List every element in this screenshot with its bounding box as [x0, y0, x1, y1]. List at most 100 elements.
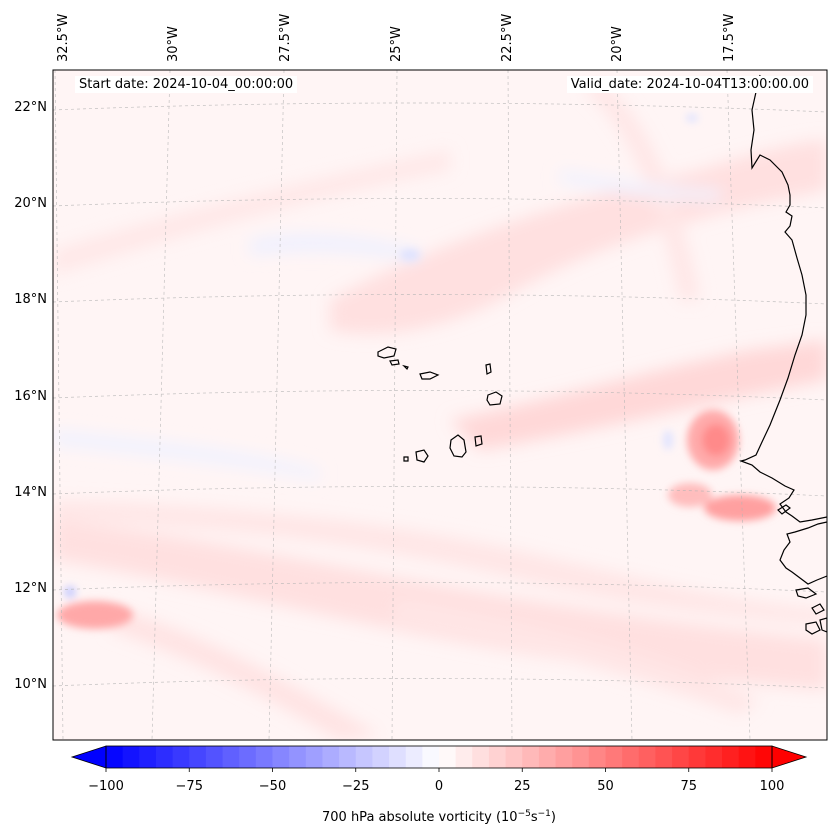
colorbar-label: 700 hPa absolute vorticity (10−5s−1) [322, 809, 556, 825]
colorbar-cell [672, 746, 690, 768]
island-santo-antao [377, 346, 397, 359]
colorbar-cell [622, 746, 640, 768]
colorbar-cell [588, 746, 606, 768]
colorbar-cell [189, 746, 207, 768]
lon-label: 17.5°W [722, 14, 737, 62]
lat-label: 12°N [14, 581, 47, 596]
colorbar-tick-label: 100 [760, 779, 785, 794]
lon-label: 25°W [389, 26, 404, 62]
island-fogo [415, 449, 429, 463]
coast-bijagos-1 [795, 587, 818, 599]
colorbar-tick-labels: −100 −75 −50 −25 0 25 50 75 100 [88, 779, 784, 794]
colorbar-cell [472, 746, 490, 768]
meridian-27-5w [268, 70, 285, 740]
lat-label: 18°N [14, 292, 47, 307]
colorbar-cell [272, 746, 290, 768]
lon-label: 27.5°W [278, 14, 293, 62]
colorbar-cell [322, 746, 340, 768]
parallel-16n [53, 390, 827, 401]
lat-label: 16°N [14, 389, 47, 404]
coast-dakar [777, 504, 791, 515]
colorbar-cell [405, 746, 423, 768]
colorbar-cell [722, 746, 740, 768]
colorbar-cell [155, 746, 174, 768]
colorbar-cell [755, 746, 773, 768]
colorbar-cell [572, 746, 590, 768]
colorbar-cell [106, 746, 124, 768]
african-coastline [738, 74, 827, 635]
lon-label: 20°W [610, 26, 625, 62]
colorbar-cell [239, 746, 257, 768]
parallel-20n [53, 198, 827, 209]
meridian-20w [616, 70, 633, 740]
parallel-14n [53, 486, 827, 497]
colorbar-tick-label: 0 [435, 779, 443, 794]
island-boa-vista [486, 391, 503, 406]
colorbar-cell [505, 746, 523, 768]
island-sao-vicente [389, 359, 400, 366]
colorbar-cell [139, 746, 157, 768]
parallel-18n [53, 294, 827, 305]
latitude-labels: 22°N 20°N 18°N 16°N 14°N 12°N 10°N [14, 100, 47, 692]
parallel-12n [53, 582, 827, 593]
colorbar-cell [205, 746, 224, 768]
colorbar-cell [289, 746, 307, 768]
island-santa-luzia [402, 364, 409, 371]
meridian-25w [391, 70, 398, 740]
colorbar-cell [389, 746, 407, 768]
lat-label: 10°N [14, 677, 47, 692]
colorbar-cell [688, 746, 706, 768]
lon-label: 30°W [166, 26, 181, 62]
colorbar-cell [638, 746, 656, 768]
colorbar-tick-label: 50 [597, 779, 614, 794]
colorbar-cells [106, 746, 773, 768]
colorbar-cell [172, 746, 190, 768]
colorbar-cell [655, 746, 673, 768]
colorbar-extend-max [771, 745, 808, 769]
island-santiago [449, 434, 467, 458]
lat-label: 22°N [14, 100, 47, 115]
colorbar-cell [255, 746, 273, 768]
parallel-22n [53, 102, 827, 113]
map-frame [52, 69, 828, 741]
coast-mauritania-senegal [738, 74, 827, 523]
meridian-30w [151, 70, 171, 740]
colorbar-cell [439, 746, 457, 768]
colorbar-tick-label: −50 [259, 779, 286, 794]
colorbar-cell [355, 746, 373, 768]
parallel-10n [53, 678, 827, 689]
map-panel [53, 70, 827, 740]
colorbar-cell [605, 746, 623, 768]
colorbar-cell [222, 746, 240, 768]
colorbar-cell [555, 746, 573, 768]
vorticity-field [53, 80, 827, 740]
colorbar: −100 −75 −50 −25 0 25 50 75 100 700 hPa … [70, 745, 808, 825]
coast-bijagos-3 [805, 621, 821, 635]
coast-bijagos-2 [811, 603, 825, 615]
cape-verde-islands [377, 346, 503, 463]
colorbar-tick-label: 25 [514, 779, 531, 794]
graticule [53, 70, 827, 740]
colorbar-cell [422, 746, 440, 768]
lat-label: 14°N [14, 485, 47, 500]
start-date-label: Start date: 2024-10-04_00:00:00 [75, 76, 298, 93]
lon-label: 32.5°W [56, 14, 71, 62]
colorbar-tick-label: −75 [176, 779, 203, 794]
colorbar-cell [122, 746, 140, 768]
colorbar-extend-min [70, 745, 107, 769]
colorbar-ticks [105, 768, 773, 772]
island-brava [403, 456, 409, 462]
colorbar-cell [522, 746, 540, 768]
colorbar-cell [538, 746, 557, 768]
island-maio [474, 435, 483, 447]
colorbar-cell [738, 746, 756, 768]
island-sal [485, 363, 492, 375]
colorbar-cell [372, 746, 390, 768]
colorbar-tick-label: 75 [680, 779, 697, 794]
valid-date-label: Valid_date: 2024-10-04T13:00:00.00 [566, 76, 813, 93]
colorbar-cell [488, 746, 507, 768]
colorbar-cell [705, 746, 723, 768]
colorbar-cell [339, 746, 357, 768]
meridian-22-5w [507, 70, 513, 740]
